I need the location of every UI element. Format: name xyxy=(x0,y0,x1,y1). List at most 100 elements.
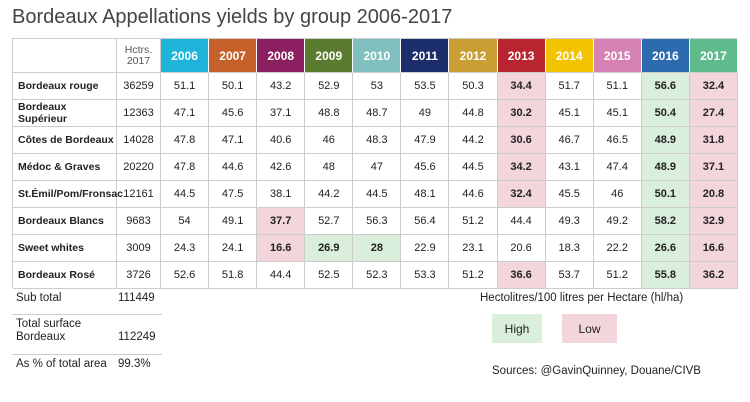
hectares: 3726 xyxy=(117,262,161,289)
value-cell: 44.4 xyxy=(497,208,546,235)
total-value: 111449 xyxy=(118,292,155,304)
value-cell: 56.3 xyxy=(353,208,402,235)
value-cell: 48.7 xyxy=(353,100,402,127)
value-cell: 16.6 xyxy=(257,235,306,262)
value-cell: 44.5 xyxy=(353,181,402,208)
value-cell: 50.1 xyxy=(209,73,258,100)
value-cell: 37.1 xyxy=(257,100,306,127)
value-cell: 49.1 xyxy=(209,208,258,235)
hectares: 12161 xyxy=(117,181,161,208)
value-cell: 43.1 xyxy=(545,154,594,181)
value-cell: 48.1 xyxy=(401,181,450,208)
hectares: 12363 xyxy=(117,100,161,127)
value-cell: 16.6 xyxy=(689,235,738,262)
value-cell: 47.4 xyxy=(593,154,642,181)
header-line: Hctrs. xyxy=(124,43,153,56)
value-cell: 51.8 xyxy=(209,262,258,289)
value-cell: 56.4 xyxy=(401,208,450,235)
value-cell: 44.2 xyxy=(305,181,354,208)
value-cell: 48 xyxy=(305,154,354,181)
year-header: 2011 xyxy=(401,39,450,73)
value-cell: 47.9 xyxy=(401,127,450,154)
row-name: St.Émil/Pom/Fronsac xyxy=(13,181,123,208)
hectares: 14028 xyxy=(117,127,161,154)
value-cell: 45.6 xyxy=(401,154,450,181)
value-cell: 37.1 xyxy=(689,154,738,181)
legend-low: Low xyxy=(562,314,617,343)
value-cell: 51.1 xyxy=(161,73,210,100)
value-cell: 42.6 xyxy=(257,154,306,181)
row-name: Bordeaux Supérieur xyxy=(13,100,117,127)
total-value: 99.3% xyxy=(118,358,151,370)
value-cell: 48.3 xyxy=(353,127,402,154)
value-cell: 46 xyxy=(305,127,354,154)
hectares: 9683 xyxy=(117,208,161,235)
value-cell: 36.2 xyxy=(689,262,738,289)
value-cell: 36.6 xyxy=(497,262,546,289)
year-header: 2009 xyxy=(305,39,354,73)
value-cell: 53.3 xyxy=(401,262,450,289)
value-cell: 47.8 xyxy=(161,127,210,154)
hectares-header: Hctrs. 2017 xyxy=(117,39,161,73)
total-value: 112249 xyxy=(118,331,156,343)
value-cell: 49.2 xyxy=(593,208,642,235)
year-header: 2007 xyxy=(209,39,258,73)
value-cell: 24.3 xyxy=(161,235,210,262)
value-cell: 44.6 xyxy=(209,154,258,181)
legend-high: High xyxy=(492,314,542,343)
year-header: 2017 xyxy=(689,39,738,73)
value-cell: 51.2 xyxy=(449,262,498,289)
row-name: Bordeaux Rosé xyxy=(13,262,117,289)
value-cell: 44.5 xyxy=(449,154,498,181)
value-cell: 45.5 xyxy=(545,181,594,208)
value-cell: 47.5 xyxy=(209,181,258,208)
total-divider xyxy=(12,354,162,355)
value-cell: 52.6 xyxy=(161,262,210,289)
value-cell: 45.1 xyxy=(593,100,642,127)
row-name: Côtes de Bordeaux xyxy=(13,127,117,154)
row-name: Sweet whites xyxy=(13,235,117,262)
total-divider xyxy=(12,314,162,315)
value-cell: 22.9 xyxy=(401,235,450,262)
year-header: 2013 xyxy=(497,39,546,73)
value-cell: 44.8 xyxy=(449,100,498,127)
value-cell: 50.3 xyxy=(449,73,498,100)
value-cell: 32.4 xyxy=(689,73,738,100)
value-cell: 47 xyxy=(353,154,402,181)
value-cell: 52.3 xyxy=(353,262,402,289)
value-cell: 56.6 xyxy=(641,73,690,100)
value-cell: 49 xyxy=(401,100,450,127)
value-cell: 53.7 xyxy=(545,262,594,289)
value-cell: 45.6 xyxy=(209,100,258,127)
hectares: 3009 xyxy=(117,235,161,262)
hectares: 20220 xyxy=(117,154,161,181)
title: Bordeaux Appellations yields by group 20… xyxy=(12,6,453,28)
value-cell: 32.9 xyxy=(689,208,738,235)
year-header: 2012 xyxy=(449,39,498,73)
total-label: Sub total xyxy=(16,292,62,304)
value-cell: 22.2 xyxy=(593,235,642,262)
value-cell: 27.4 xyxy=(689,100,738,127)
year-header: 2014 xyxy=(545,39,594,73)
value-cell: 46 xyxy=(593,181,642,208)
value-cell: 53.5 xyxy=(401,73,450,100)
value-cell: 31.8 xyxy=(689,127,738,154)
total-label: As % of total area xyxy=(16,358,107,370)
value-cell: 28 xyxy=(353,235,402,262)
year-header: 2006 xyxy=(161,39,210,73)
value-cell: 23.1 xyxy=(449,235,498,262)
value-cell: 44.4 xyxy=(257,262,306,289)
row-name: Bordeaux rouge xyxy=(13,73,117,100)
year-header: 2010 xyxy=(353,39,402,73)
value-cell: 24.1 xyxy=(209,235,258,262)
value-cell: 37.7 xyxy=(257,208,306,235)
value-cell: 40.6 xyxy=(257,127,306,154)
value-cell: 48.8 xyxy=(305,100,354,127)
value-cell: 54 xyxy=(161,208,210,235)
value-cell: 47.8 xyxy=(161,154,210,181)
corner xyxy=(13,39,117,73)
year-header: 2016 xyxy=(641,39,690,73)
row-name: Médoc & Graves xyxy=(13,154,117,181)
value-cell: 52.5 xyxy=(305,262,354,289)
value-cell: 50.1 xyxy=(641,181,690,208)
